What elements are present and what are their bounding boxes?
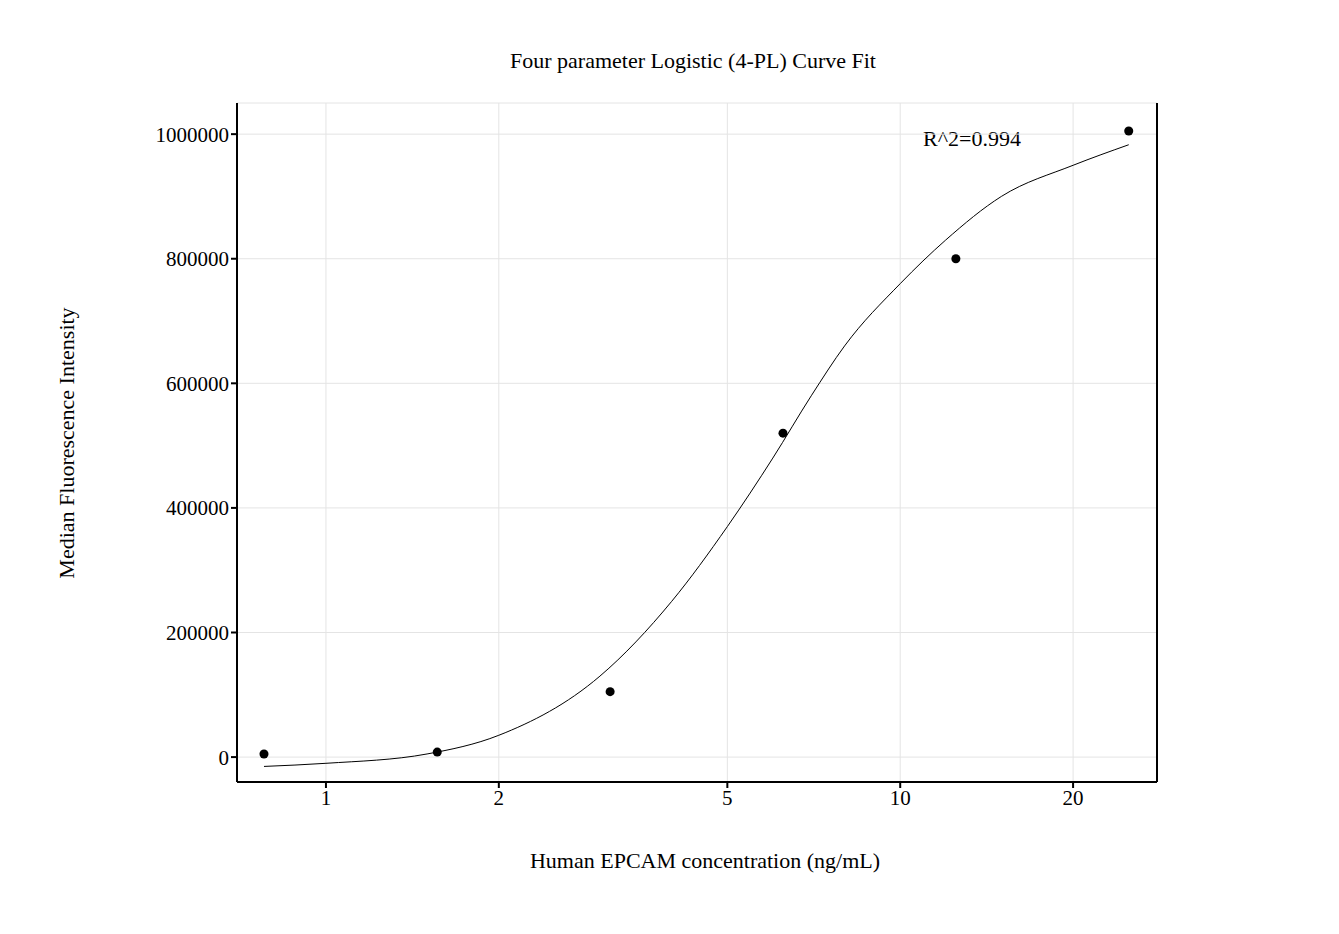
svg-text:200000: 200000 <box>166 621 229 645</box>
html-text:Median Fluorescence Intensity: Median Fluorescence Intensity <box>54 307 79 579</box>
svg-text:400000: 400000 <box>166 496 229 520</box>
svg-text:20: 20 <box>1063 786 1084 810</box>
svg-text:800000: 800000 <box>166 247 229 271</box>
html-text:Human EPCAM concentration (ng/: Human EPCAM concentration (ng/mL) <box>529 848 880 873</box>
svg-text:10: 10 <box>890 786 911 810</box>
svg-text:1000000: 1000000 <box>156 123 230 147</box>
html-text:Four parameter Logistic (4-PL): Four parameter Logistic (4-PL) Curve Fit <box>510 48 876 73</box>
svg-text:600000: 600000 <box>166 372 229 396</box>
svg-text:1: 1 <box>321 786 332 810</box>
svg-text:5: 5 <box>722 786 733 810</box>
svg-text:2: 2 <box>494 786 505 810</box>
svg-text:0: 0 <box>219 746 230 770</box>
html-text:R^2=0.994: R^2=0.994 <box>923 126 1021 151</box>
